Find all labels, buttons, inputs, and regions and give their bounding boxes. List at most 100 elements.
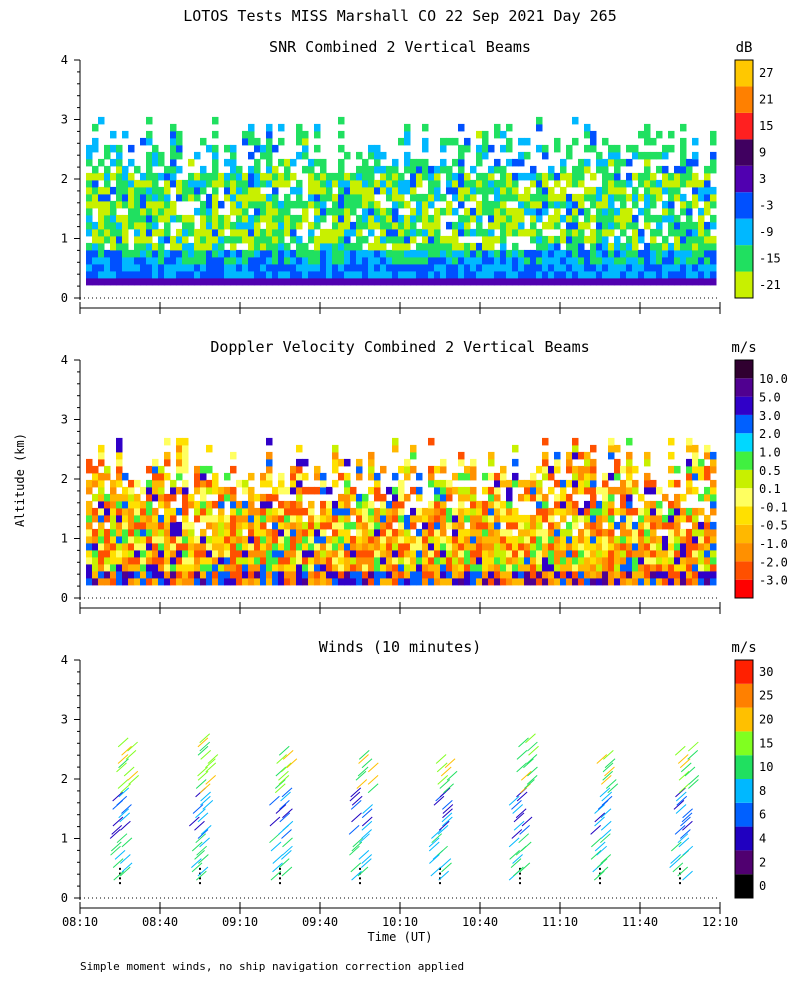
doppler-cell [344, 528, 351, 537]
snr-cell [626, 242, 633, 251]
snr-cell [590, 242, 597, 251]
doppler-cell [140, 563, 147, 572]
snr-cell [698, 193, 705, 202]
doppler-cell [572, 563, 579, 572]
snr-cell [620, 193, 627, 202]
doppler-cell [344, 577, 351, 586]
snr-cell [482, 207, 489, 216]
snr-cell [98, 249, 105, 258]
doppler-cell [566, 535, 573, 544]
doppler-cell [656, 507, 663, 516]
snr-cell [566, 200, 573, 209]
doppler-cell [404, 528, 411, 537]
doppler-cell [224, 528, 231, 537]
snr-cell [392, 200, 399, 209]
doppler-cell [356, 528, 363, 537]
wind-point-low [279, 867, 281, 870]
doppler-cell [638, 542, 645, 551]
snr-cell [704, 242, 711, 251]
snr-cell [428, 221, 435, 230]
doppler-cell [164, 500, 171, 509]
doppler-cell [620, 570, 627, 579]
snr-cell [512, 249, 519, 258]
wind-barb [358, 754, 369, 764]
doppler-cell [134, 528, 141, 537]
snr-cell [674, 235, 681, 244]
doppler-cell [206, 507, 213, 516]
doppler-cell [128, 577, 135, 586]
snr-cell [404, 263, 411, 272]
doppler-cell [326, 500, 333, 509]
doppler-cell [110, 514, 117, 523]
doppler-cell [458, 535, 465, 544]
doppler-cell [380, 465, 387, 474]
wind-barb [282, 808, 293, 819]
doppler-cell [314, 535, 321, 544]
doppler-cell [206, 535, 213, 544]
y-tick-label: 3 [61, 113, 68, 127]
doppler-cell [614, 542, 621, 551]
snr-cell [110, 158, 117, 167]
doppler-cell [494, 507, 501, 516]
doppler-cell [98, 542, 105, 551]
doppler-cell [182, 549, 189, 558]
doppler-cell [404, 542, 411, 551]
doppler-cell [266, 514, 273, 523]
snr-cell [542, 263, 549, 272]
wind-barb [110, 841, 122, 852]
doppler-cell [260, 577, 267, 586]
snr-cell [506, 214, 513, 223]
doppler-cell [410, 535, 417, 544]
winds-panel-title: Winds (10 minutes) [319, 638, 482, 656]
wind-barb [676, 795, 688, 806]
snr-cell [500, 186, 507, 195]
doppler-cell [146, 514, 153, 523]
doppler-cell [512, 444, 519, 453]
doppler-cell [86, 563, 93, 572]
wind-barb [195, 808, 206, 819]
doppler-cell [608, 521, 615, 530]
snr-cell [596, 228, 603, 237]
snr-cell [518, 137, 525, 146]
snr-cell [128, 158, 135, 167]
doppler-cell [422, 521, 429, 530]
snr-cell [608, 151, 615, 160]
colorbar-label: 9 [759, 146, 766, 160]
doppler-cell [326, 549, 333, 558]
doppler-cell [524, 528, 531, 537]
doppler-cell [116, 493, 123, 502]
doppler-cell [368, 542, 375, 551]
colorbar-swatch [735, 874, 753, 898]
wind-barb [443, 783, 454, 794]
snr-cell [686, 249, 693, 258]
doppler-cell [290, 549, 297, 558]
snr-cell [554, 137, 561, 146]
doppler-cell [278, 577, 285, 586]
doppler-cell [134, 521, 141, 530]
snr-cell [506, 270, 513, 279]
snr-cell [608, 242, 615, 251]
snr-cell [434, 235, 441, 244]
snr-cell [614, 158, 621, 167]
doppler-cell [92, 472, 99, 481]
snr-cell [404, 214, 411, 223]
doppler-cell [368, 486, 375, 495]
doppler-cell [206, 570, 213, 579]
snr-cell [482, 130, 489, 139]
snr-cell [146, 249, 153, 258]
snr-cell [422, 263, 429, 272]
doppler-cell [692, 528, 699, 537]
snr-cell [644, 249, 651, 258]
doppler-cell [314, 472, 321, 481]
snr-cell [572, 214, 579, 223]
doppler-cell [644, 451, 651, 460]
doppler-cell [488, 486, 495, 495]
wind-barb [199, 837, 210, 848]
doppler-cell [266, 458, 273, 467]
snr-cell [224, 263, 231, 272]
snr-cell [572, 277, 579, 286]
doppler-cell [470, 521, 477, 530]
doppler-cell [710, 528, 717, 537]
snr-cell [674, 249, 681, 258]
wind-barb [439, 787, 451, 798]
